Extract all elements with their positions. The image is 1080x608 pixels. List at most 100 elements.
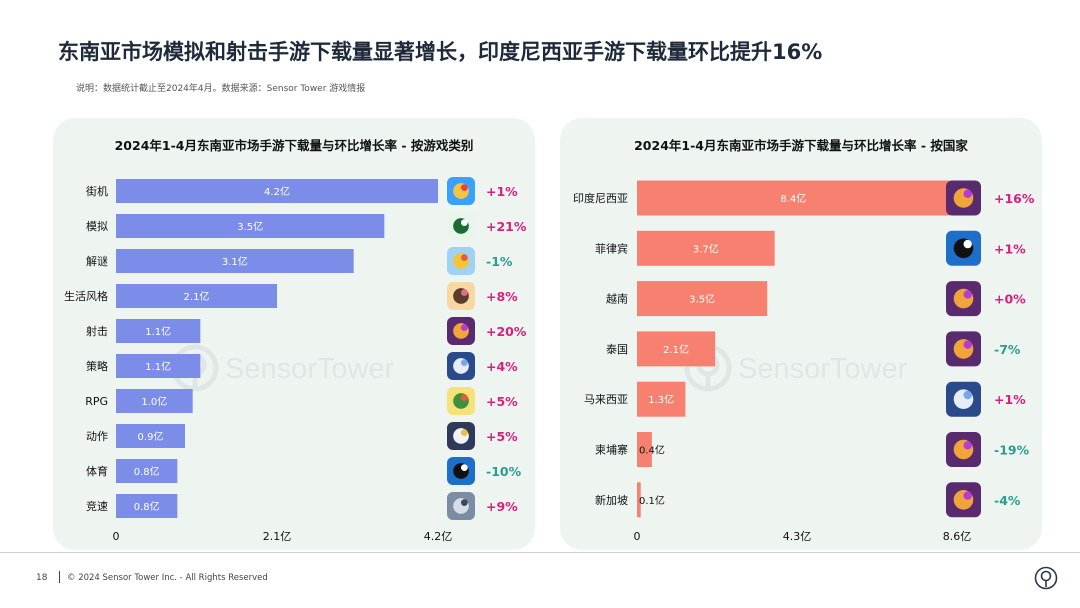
bar bbox=[637, 281, 768, 317]
bar-value-label: 1.1亿 bbox=[145, 325, 171, 338]
category-label: 解谜 bbox=[86, 254, 108, 268]
page-title: 东南亚市场模拟和射击手游下载量显著增长，印度尼西亚手游下载量环比提升16% bbox=[58, 40, 823, 64]
category-label: 模拟 bbox=[86, 219, 108, 233]
footer-divider bbox=[0, 552, 1080, 553]
bar bbox=[637, 180, 950, 216]
strategy-hero-game-icon bbox=[447, 352, 475, 380]
shooter-game-icon bbox=[946, 482, 981, 518]
genre-bar-chart: SensorTower 街机 4.2亿 +1% 模拟 3.5亿 +21% 解谜 3.1亿 -1% 生… bbox=[64, 177, 527, 543]
bar bbox=[637, 381, 686, 417]
watermark-text: SensorTower bbox=[738, 353, 908, 385]
growth-rate-label: +21% bbox=[486, 219, 527, 234]
category-label: 街机 bbox=[86, 184, 108, 198]
bar bbox=[116, 494, 178, 518]
category-label: 印度尼西亚 bbox=[573, 191, 628, 205]
category-label: 动作 bbox=[86, 430, 108, 443]
category-label: 菲律宾 bbox=[595, 241, 628, 255]
growth-rate-label: -1% bbox=[486, 254, 513, 269]
x-tick-label: 8.6亿 bbox=[943, 530, 972, 543]
bar-value-label: 8.4亿 bbox=[780, 192, 806, 205]
growth-rate-label: +4% bbox=[486, 359, 518, 374]
soccer-manager-game-icon bbox=[447, 212, 475, 240]
bar-value-label: 1.1亿 bbox=[145, 360, 171, 373]
racing-game-icon bbox=[447, 492, 475, 520]
chart-panel-by-genre: 2024年1-4月东南亚市场手游下载量与环比增长率 - 按游戏类别 Sensor… bbox=[53, 118, 535, 550]
x-tick-label: 4.3亿 bbox=[783, 530, 812, 543]
bar-value-label: 3.5亿 bbox=[689, 293, 715, 306]
bar bbox=[637, 482, 641, 518]
bar bbox=[116, 424, 185, 448]
bar-value-label: 0.1亿 bbox=[639, 494, 665, 507]
chart-panel-by-country: 2024年1-4月东南亚市场手游下载量与环比增长率 - 按国家 SensorTo… bbox=[560, 118, 1042, 550]
match-puzzle-game-icon bbox=[447, 177, 475, 205]
shooter-game-icon bbox=[946, 432, 981, 467]
shooter-game-icon bbox=[946, 281, 981, 317]
category-label: 泰国 bbox=[606, 342, 628, 356]
bar-value-label: 1.0亿 bbox=[141, 395, 167, 408]
billiards-game-icon bbox=[946, 230, 981, 266]
x-tick-label: 0 bbox=[634, 530, 641, 543]
bar bbox=[116, 389, 193, 413]
shooter-game-icon bbox=[946, 180, 981, 216]
growth-rate-label: +1% bbox=[994, 241, 1026, 256]
bar-value-label: 0.8亿 bbox=[134, 500, 160, 513]
bar bbox=[116, 249, 354, 273]
bar bbox=[116, 319, 201, 343]
country-bar-chart: SensorTower 印度尼西亚 8.4亿 +16% 菲律宾 3.7亿 +1% 越南 3.5亿… bbox=[573, 180, 1035, 543]
x-tick-label: 2.1亿 bbox=[263, 530, 292, 543]
growth-rate-label: +1% bbox=[486, 184, 518, 199]
bar-value-label: 4.2亿 bbox=[264, 185, 290, 198]
bar-value-label: 3.7亿 bbox=[693, 242, 719, 255]
chart-title-genre: 2024年1-4月东南亚市场手游下载量与环比增长率 - 按游戏类别 bbox=[114, 138, 474, 153]
bar bbox=[637, 432, 652, 467]
growth-rate-label: +0% bbox=[994, 292, 1026, 307]
bar bbox=[116, 284, 277, 308]
strategy-hero-game-icon bbox=[946, 381, 981, 417]
bar bbox=[637, 230, 775, 266]
billiards-game-icon bbox=[447, 457, 475, 485]
growth-rate-label: +16% bbox=[994, 191, 1035, 206]
shooter-game-icon bbox=[447, 317, 475, 345]
bar bbox=[116, 459, 178, 483]
shooter-game-icon bbox=[946, 331, 981, 367]
x-tick-label: 0 bbox=[113, 530, 120, 543]
bar-value-label: 2.1亿 bbox=[663, 343, 689, 356]
bar-value-label: 3.1亿 bbox=[222, 255, 248, 268]
bar-value-label: 0.8亿 bbox=[134, 465, 160, 478]
action-hero-game-icon bbox=[447, 422, 475, 450]
watermark-text: SensorTower bbox=[225, 353, 395, 385]
watermark: SensorTower bbox=[171, 344, 395, 392]
growth-rate-label: -19% bbox=[994, 443, 1030, 458]
bar-value-label: 0.4亿 bbox=[639, 444, 665, 457]
category-label: RPG bbox=[85, 395, 108, 408]
rpg-game-icon bbox=[447, 387, 475, 415]
category-label: 射击 bbox=[86, 324, 108, 338]
growth-rate-label: -10% bbox=[486, 464, 522, 479]
category-label: 生活风格 bbox=[64, 289, 108, 303]
growth-rate-label: +1% bbox=[994, 392, 1026, 407]
bar-value-label: 3.5亿 bbox=[237, 220, 263, 233]
growth-rate-label: -7% bbox=[994, 342, 1021, 357]
category-label: 柬埔寨 bbox=[595, 443, 628, 457]
bar bbox=[637, 331, 716, 367]
growth-rate-label: +9% bbox=[486, 499, 518, 514]
bar-value-label: 2.1亿 bbox=[184, 290, 210, 303]
bar bbox=[116, 214, 385, 238]
source-note: 说明：数据统计截止至2024年4月。数据来源：Sensor Tower 游戏情报 bbox=[76, 84, 366, 94]
category-label: 策略 bbox=[86, 359, 108, 373]
growth-rate-label: +8% bbox=[486, 289, 518, 304]
bar bbox=[116, 354, 201, 378]
category-label: 马来西亚 bbox=[584, 393, 628, 406]
category-label: 越南 bbox=[606, 292, 628, 306]
growth-rate-label: +20% bbox=[486, 324, 527, 339]
growth-rate-label: +5% bbox=[486, 394, 518, 409]
bird-puzzle-game-icon bbox=[447, 247, 475, 275]
footer-separator bbox=[59, 571, 60, 583]
category-label: 体育 bbox=[86, 464, 108, 478]
lifestyle-game-icon bbox=[447, 282, 475, 310]
growth-rate-label: +5% bbox=[486, 429, 518, 444]
category-label: 新加坡 bbox=[595, 493, 628, 507]
growth-rate-label: -4% bbox=[994, 493, 1021, 508]
category-label: 竞速 bbox=[86, 499, 108, 513]
bar bbox=[116, 179, 438, 203]
